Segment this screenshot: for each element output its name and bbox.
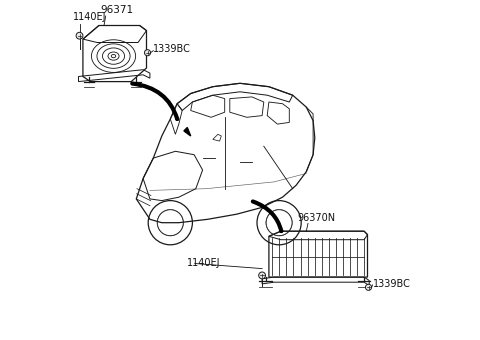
Circle shape bbox=[76, 32, 83, 39]
Circle shape bbox=[144, 50, 151, 56]
Polygon shape bbox=[184, 128, 191, 136]
Circle shape bbox=[365, 284, 372, 290]
Circle shape bbox=[259, 272, 265, 279]
Text: 96370N: 96370N bbox=[298, 213, 336, 223]
FancyArrowPatch shape bbox=[132, 84, 177, 119]
Text: 1339BC: 1339BC bbox=[153, 44, 191, 54]
Text: 1140EJ: 1140EJ bbox=[72, 12, 106, 22]
Text: 1339BC: 1339BC bbox=[372, 279, 410, 289]
Text: 96371: 96371 bbox=[101, 5, 134, 15]
FancyArrowPatch shape bbox=[253, 202, 281, 231]
Text: 1140EJ: 1140EJ bbox=[187, 258, 221, 269]
